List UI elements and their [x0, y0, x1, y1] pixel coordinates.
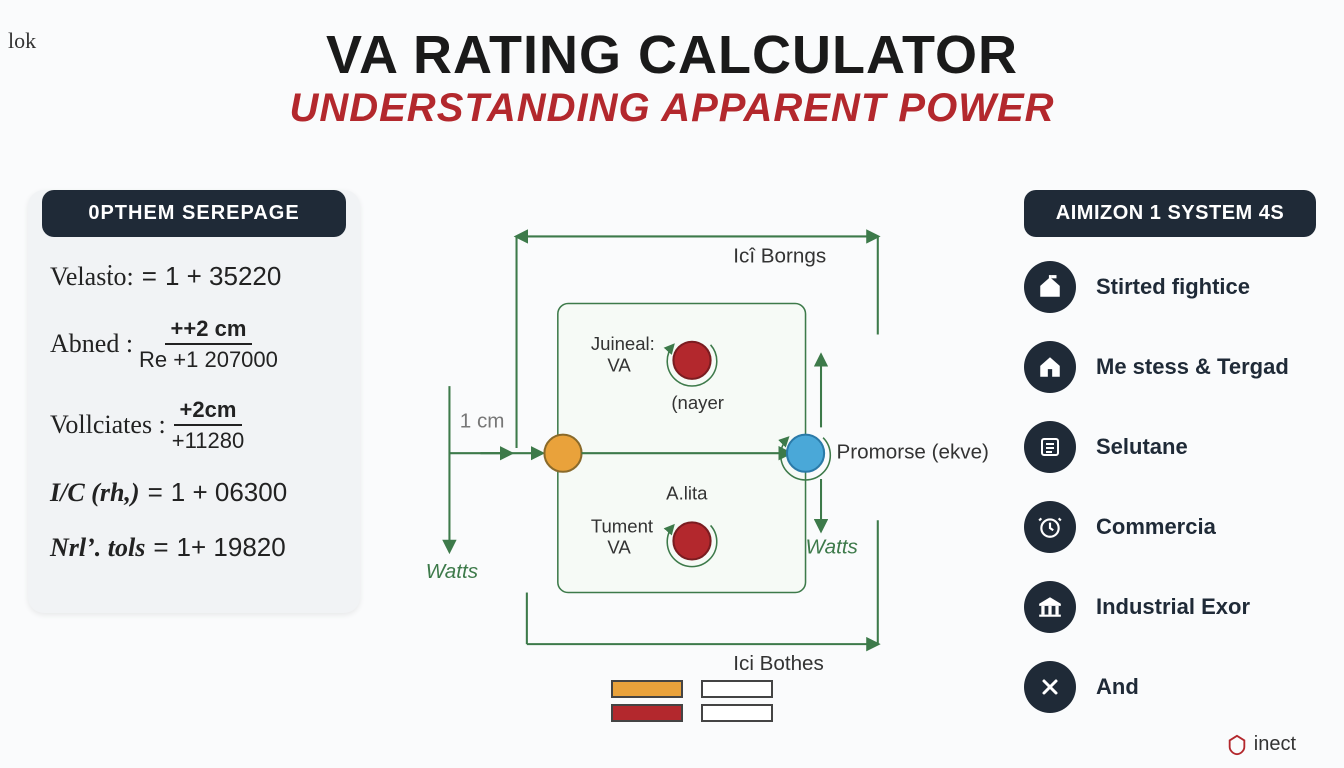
legend-swatches [611, 680, 773, 722]
node2-line2: VA [607, 536, 631, 557]
diagram-label-top: Icî Borngs [733, 244, 826, 267]
formula-label: I/C (rh,) [50, 478, 140, 508]
node2-line1: Tument [591, 516, 654, 537]
formula-row: I/C (rh,) = 1 + 06300 [50, 477, 338, 508]
formula-label: Abned : [50, 329, 133, 359]
system-item-label: And [1096, 674, 1139, 700]
system-list: Stirted fightice Me stess & Tergad Selutan… [1024, 261, 1316, 713]
equals-sign: = [153, 532, 168, 563]
formula-row: Nrl’. tols = 1+ 19820 [50, 532, 338, 563]
node1-line1: Juineal: [591, 333, 655, 354]
system-item-mestess[interactable]: Me stess & Tergad [1024, 341, 1316, 393]
system-item-selutane[interactable]: Selutane [1024, 421, 1316, 473]
diagram-watts-left: Watts [426, 560, 478, 583]
node-juineal [673, 342, 710, 379]
corner-logo: lok [8, 28, 36, 54]
legend-swatch [611, 704, 683, 722]
formula-label: Nrl’. tols [50, 533, 145, 563]
footer-brand: inect [1226, 733, 1296, 756]
node-output [787, 435, 824, 472]
legend-swatch [611, 680, 683, 698]
formula-label: Velasṫo: [50, 262, 134, 292]
diagram-watts-right: Watts [806, 535, 858, 558]
formula-value: 1 + 35220 [165, 261, 281, 292]
home-flag-icon [1024, 261, 1076, 313]
system-item-commercia[interactable]: Commercia [1024, 501, 1316, 553]
home-icon [1024, 341, 1076, 393]
system-panel-header: AIMIZON 1 SYSTEM 4S [1024, 190, 1316, 237]
fraction-denominator: Re +1 207000 [133, 345, 284, 372]
list-icon [1024, 421, 1076, 473]
node2-mid: A.lita [666, 483, 708, 504]
legend-swatch [701, 680, 773, 698]
equals-sign: = [148, 477, 163, 508]
system-item-stirted[interactable]: Stirted fightice [1024, 261, 1316, 313]
page-title: VA RATING CALCULATOR [0, 24, 1344, 86]
system-item-label: Industrial Exor [1096, 594, 1250, 620]
formula-panel: 0PTHEM SEREPAGE Velasṫo: = 1 + 35220 Abn… [28, 190, 360, 613]
fraction-denominator: +11280 [166, 426, 250, 453]
diagram-result: Promorse (ekve) [837, 440, 989, 463]
legend-swatch [701, 704, 773, 722]
page-subtitle: UNDERSTANDING APPARENT POWER [0, 86, 1344, 131]
node1-sub: (nayer [671, 392, 724, 413]
formula-row: Velasṫo: = 1 + 35220 [50, 261, 338, 292]
formula-value: 1 + 06300 [171, 477, 287, 508]
node-tument [673, 522, 710, 559]
diagram-label-bottom: Ici Bothes [733, 652, 824, 675]
clock-icon [1024, 501, 1076, 553]
formula-row: Vollciates : +2cm +11280 [50, 397, 338, 454]
fraction-numerator: +2cm [174, 397, 243, 426]
system-item-label: Me stess & Tergad [1096, 354, 1289, 380]
system-item-label: Stirted fightice [1096, 274, 1250, 300]
system-item-label: Commercia [1096, 514, 1216, 540]
formula-label: Vollciates : [50, 410, 166, 440]
system-item-and[interactable]: And [1024, 661, 1316, 713]
formula-panel-header: 0PTHEM SEREPAGE [42, 190, 346, 237]
equals-sign: = [142, 261, 157, 292]
x-icon [1024, 661, 1076, 713]
formula-value: 1+ 19820 [177, 532, 286, 563]
node-input [544, 435, 581, 472]
diagram-scale: 1 cm [460, 409, 505, 432]
system-item-industrial[interactable]: Industrial Exor [1024, 581, 1316, 633]
bank-icon [1024, 581, 1076, 633]
fraction-numerator: ++2 cm [165, 316, 253, 345]
formula-row: Abned : ++2 cm Re +1 207000 [50, 316, 338, 373]
node1-line2: VA [607, 355, 631, 376]
header: VA RATING CALCULATOR UNDERSTANDING APPAR… [0, 0, 1344, 131]
system-item-label: Selutane [1096, 434, 1188, 460]
